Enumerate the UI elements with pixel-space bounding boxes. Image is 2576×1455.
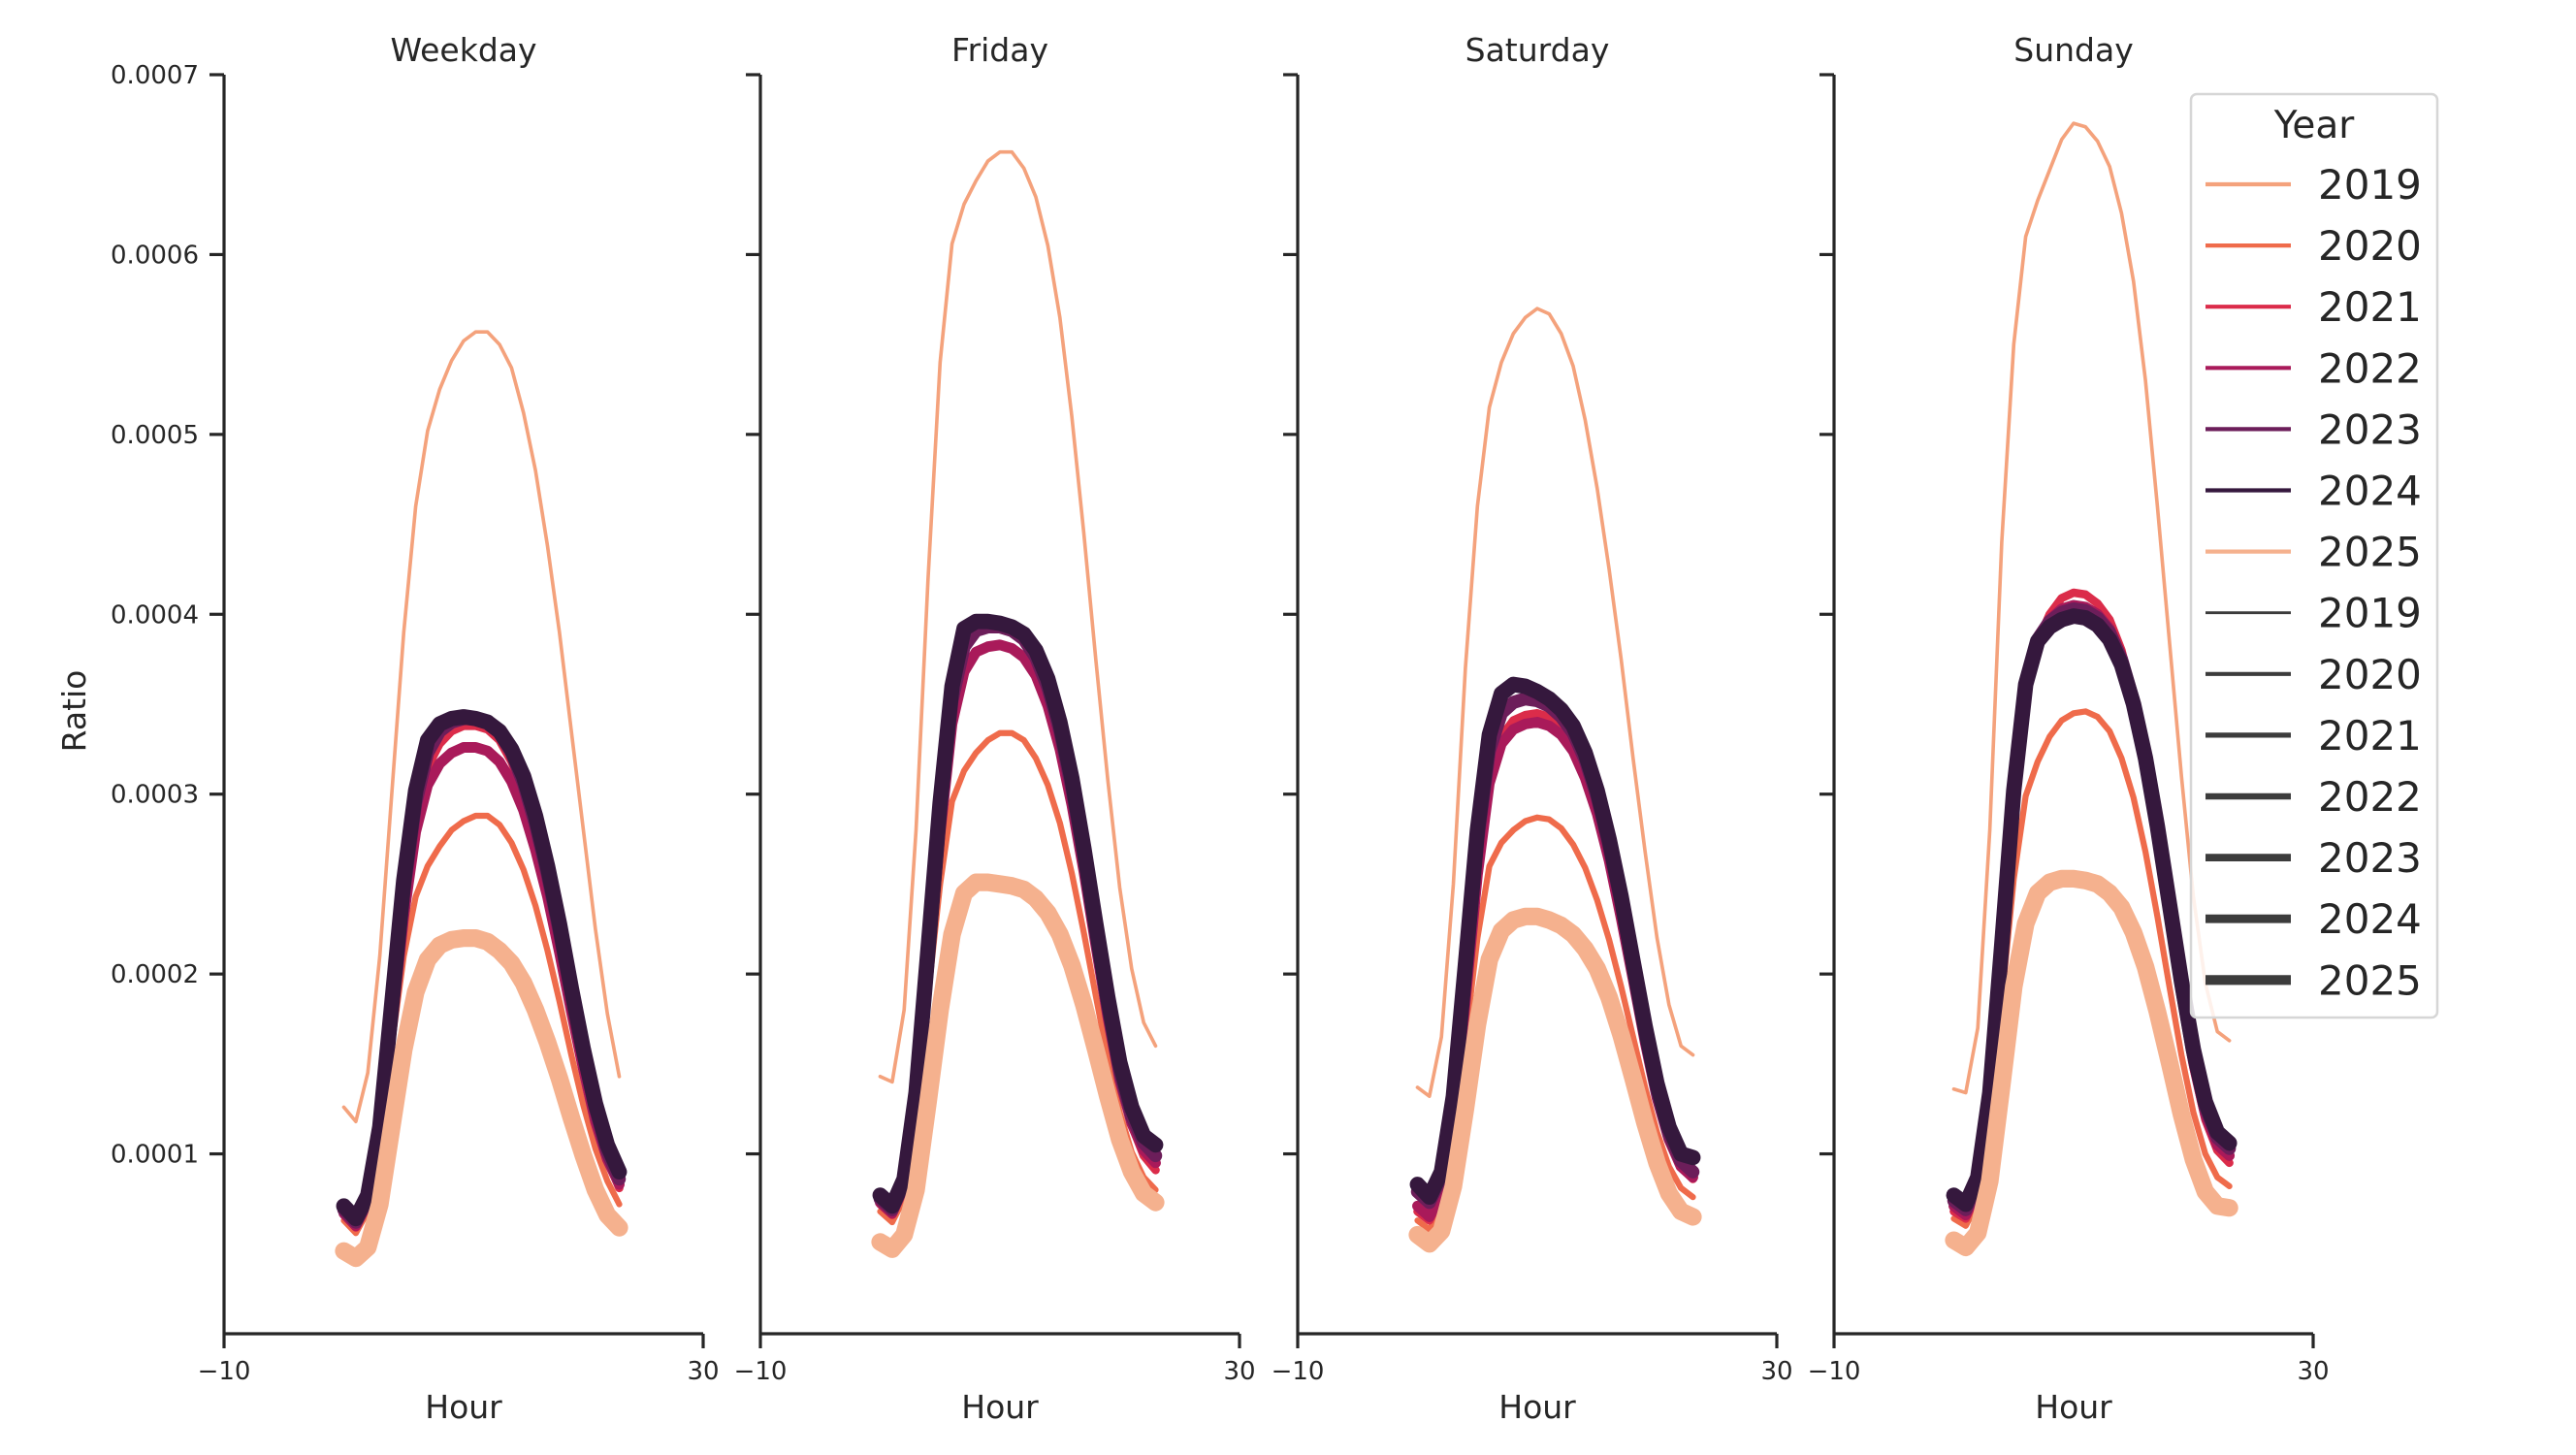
legend-label: 2023 bbox=[2318, 834, 2422, 882]
y-axis-label: Ratio bbox=[55, 670, 93, 753]
legend-box bbox=[2189, 92, 2439, 1019]
y-tick-label: 0.0004 bbox=[111, 600, 199, 630]
panel-title: Saturday bbox=[1465, 31, 1610, 69]
x-tick-label: −10 bbox=[198, 1357, 251, 1386]
series-line-2025 bbox=[335, 928, 628, 1268]
legend: Year 2019 2020 2021 2022 2023 2024 2025 2019 2020… bbox=[2189, 92, 2439, 1019]
x-tick-label: 30 bbox=[1223, 1357, 1255, 1386]
series-line-2019 bbox=[1951, 121, 2232, 1095]
legend-label: 2024 bbox=[2318, 468, 2422, 515]
legend-label: 2025 bbox=[2318, 529, 2422, 576]
y-tick-label: 0.0007 bbox=[111, 61, 199, 90]
panel-friday: Friday −10 30 Hour bbox=[734, 31, 1256, 1426]
x-tick-label: 30 bbox=[2297, 1357, 2329, 1386]
panel-weekday: Weekday 0.0001 0.0002 0.0003 0.0004 0.0005 0.0… bbox=[111, 31, 720, 1426]
series-line-2024 bbox=[336, 709, 628, 1227]
series-line-2019 bbox=[341, 330, 622, 1124]
y-tick-label: 0.0003 bbox=[111, 781, 199, 810]
legend-label: 2020 bbox=[2318, 222, 2422, 270]
series-line-2025 bbox=[871, 873, 1165, 1258]
legend-label: 2023 bbox=[2318, 405, 2422, 453]
legend-label: 2022 bbox=[2318, 344, 2422, 392]
series-line-2025 bbox=[1408, 907, 1702, 1253]
legend-label: 2021 bbox=[2318, 283, 2422, 331]
series-line-2024 bbox=[872, 613, 1164, 1214]
x-axis-label: Hour bbox=[2035, 1388, 2112, 1426]
legend-label: 2021 bbox=[2318, 712, 2422, 760]
x-axis-label: Hour bbox=[961, 1388, 1039, 1426]
x-tick-label: −10 bbox=[1272, 1357, 1325, 1386]
x-tick-label: 30 bbox=[1760, 1357, 1792, 1386]
series-line-2019 bbox=[878, 149, 1158, 1084]
x-tick-label: 30 bbox=[687, 1357, 719, 1386]
panel-title: Weekday bbox=[390, 31, 536, 69]
legend-label: 2019 bbox=[2318, 161, 2422, 209]
panel-sunday: Sunday −10 30 Hour bbox=[1808, 31, 2330, 1426]
x-axis-label: Hour bbox=[425, 1388, 502, 1426]
legend-label: 2019 bbox=[2318, 590, 2422, 637]
legend-label: 2022 bbox=[2318, 773, 2422, 821]
panel-title: Sunday bbox=[2013, 31, 2133, 69]
legend-title: Year bbox=[2273, 104, 2356, 147]
x-tick-label: −10 bbox=[1808, 1357, 1861, 1386]
legend-label: 2025 bbox=[2318, 956, 2422, 1004]
y-tick-label: 0.0001 bbox=[111, 1141, 199, 1170]
facet-panels: Weekday 0.0001 0.0002 0.0003 0.0004 0.0005 0.0… bbox=[111, 31, 2330, 1426]
y-tick-label: 0.0006 bbox=[111, 241, 199, 270]
series-line-2019 bbox=[1415, 307, 1695, 1099]
series-line-2025 bbox=[1945, 869, 2238, 1257]
x-axis-label: Hour bbox=[1498, 1388, 1576, 1426]
legend-label: 2020 bbox=[2318, 651, 2422, 698]
y-tick-label: 0.0005 bbox=[111, 421, 199, 450]
legend-label: 2024 bbox=[2318, 895, 2422, 943]
series-line-2024 bbox=[1409, 676, 1701, 1206]
panel-title: Friday bbox=[951, 31, 1048, 69]
panel-saturday: Saturday −10 30 Hour bbox=[1272, 31, 1793, 1426]
x-tick-label: −10 bbox=[734, 1357, 788, 1386]
series-line-2024 bbox=[1946, 608, 2238, 1212]
y-tick-label: 0.0002 bbox=[111, 960, 199, 989]
